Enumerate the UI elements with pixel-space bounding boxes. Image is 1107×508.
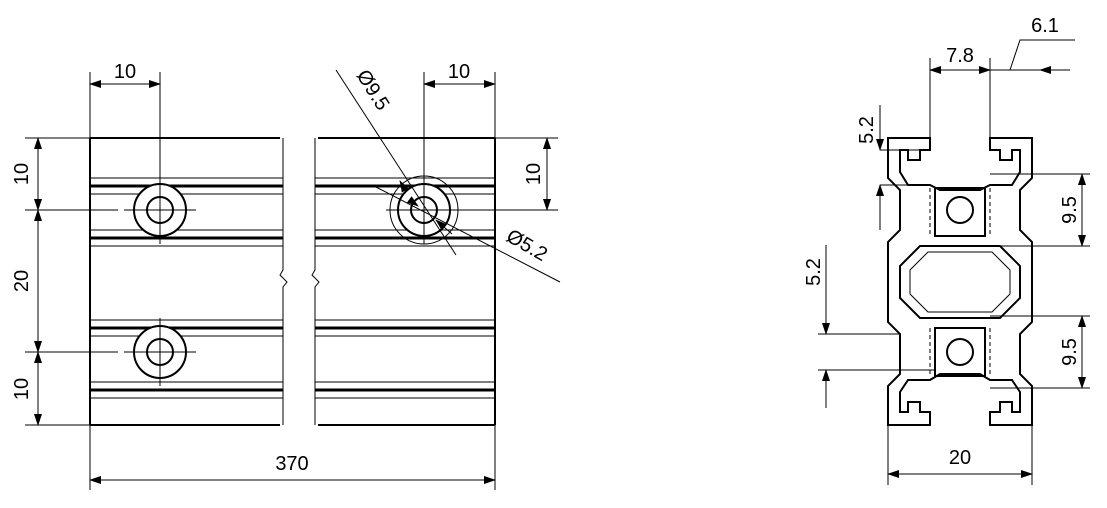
section-view-dimensions: 7.8 6.1 5.2 5.2 9.5 9.5 20 — [803, 15, 1090, 485]
dim-upper-bore: 9.5 — [1059, 196, 1081, 224]
left-hole-top — [124, 176, 196, 244]
left-hole-bottom — [124, 318, 196, 386]
dim-lower-depth: 5.2 — [803, 258, 825, 286]
dim-width: 20 — [949, 447, 971, 469]
dim-overall-length: 370 — [275, 453, 308, 475]
dim-slot-width: 7.8 — [946, 45, 974, 67]
dim-left-hole-offset: 10 — [114, 61, 136, 83]
front-view-right-part — [311, 137, 496, 426]
dim-top-depth: 5.2 — [856, 116, 878, 144]
dim-hole-diameter: Ø5.2 — [503, 225, 552, 266]
profile-cross-section — [887, 137, 1033, 426]
dim-right-top: 10 — [523, 163, 545, 185]
dim-lower-bore: 9.5 — [1059, 338, 1081, 366]
front-view-left-part — [89, 137, 288, 426]
dim-counterbore-diameter: Ø9.5 — [352, 66, 394, 114]
dim-flange: 6.1 — [1031, 15, 1059, 37]
dim-right-hole-offset: 10 — [448, 61, 470, 83]
dim-left-bottom: 10 — [11, 378, 33, 400]
dim-left-middle: 20 — [11, 270, 33, 292]
dim-left-top: 10 — [11, 163, 33, 185]
